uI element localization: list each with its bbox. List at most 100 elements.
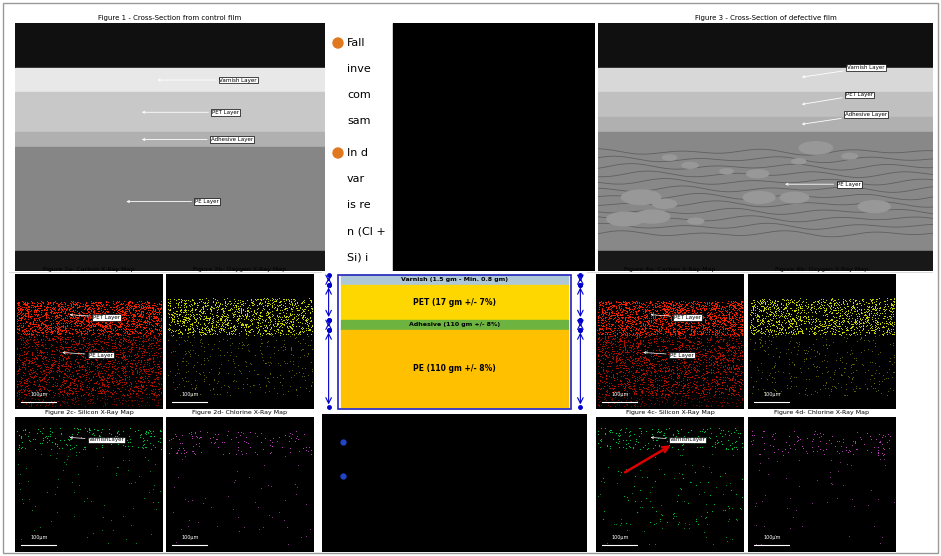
Point [699,394,714,403]
Point [222,296,237,305]
Point [68,312,83,321]
Point [41,400,56,409]
Point [832,436,847,445]
Point [593,401,608,410]
Point [84,331,99,340]
Point [205,322,220,331]
Point [105,307,120,316]
Point [203,352,218,361]
Point [86,297,101,306]
Point [706,317,721,326]
Point [605,320,620,329]
Point [614,314,630,322]
Point [181,325,196,334]
Point [642,360,657,369]
Point [62,435,77,444]
Point [698,401,713,410]
Point [185,327,200,336]
Point [886,296,901,305]
Point [49,337,64,346]
Point [726,311,742,320]
Point [144,307,159,316]
Point [591,345,606,354]
Point [882,384,897,393]
Point [124,344,139,353]
Point [646,330,662,339]
Point [683,332,698,341]
Point [679,325,694,334]
Point [707,374,722,383]
Point [725,341,740,350]
Point [711,386,726,395]
Point [621,364,636,373]
Point [712,334,727,343]
Point [635,375,650,384]
Point [708,298,723,307]
Point [296,296,311,305]
Point [698,364,713,373]
Point [702,385,717,394]
Point [131,302,146,311]
Point [115,316,130,325]
Point [17,312,32,321]
Point [18,356,33,365]
Point [209,310,224,319]
Point [153,388,168,397]
Point [662,336,677,345]
Point [235,340,250,349]
Point [23,371,38,380]
Point [628,386,643,395]
Point [640,383,655,391]
Point [151,331,166,340]
Point [17,356,32,365]
Point [671,320,686,329]
Point [677,381,692,390]
Point [703,313,718,322]
Point [101,316,116,325]
Point [93,314,108,323]
Point [809,321,824,330]
Point [139,428,154,436]
Point [633,426,648,435]
Point [666,512,681,520]
Point [667,318,682,327]
Point [104,392,119,401]
Point [720,355,735,364]
Point [50,299,65,307]
Point [824,329,839,337]
Point [13,444,28,453]
Point [826,312,841,321]
Point [115,355,130,364]
Point [147,375,162,384]
Point [847,302,862,311]
Point [659,432,674,441]
Point [621,304,636,313]
Point [109,427,124,436]
Point [175,319,190,327]
Point [125,327,140,336]
Point [783,524,798,533]
Point [812,384,827,393]
Point [872,429,887,438]
Point [617,313,632,322]
Point [634,375,649,384]
Point [28,353,43,362]
Point [74,302,89,311]
Ellipse shape [720,169,733,174]
Point [703,352,718,361]
Point [283,429,298,438]
Point [97,337,112,346]
Point [49,328,64,337]
Point [96,327,111,336]
Point [293,317,308,326]
Point [132,471,147,480]
Point [126,388,141,397]
Point [875,330,890,339]
Text: inve: inve [347,64,371,74]
Point [142,297,157,306]
Point [199,325,214,334]
Point [152,379,167,388]
Point [731,330,746,339]
Point [305,378,320,386]
Point [728,310,743,319]
